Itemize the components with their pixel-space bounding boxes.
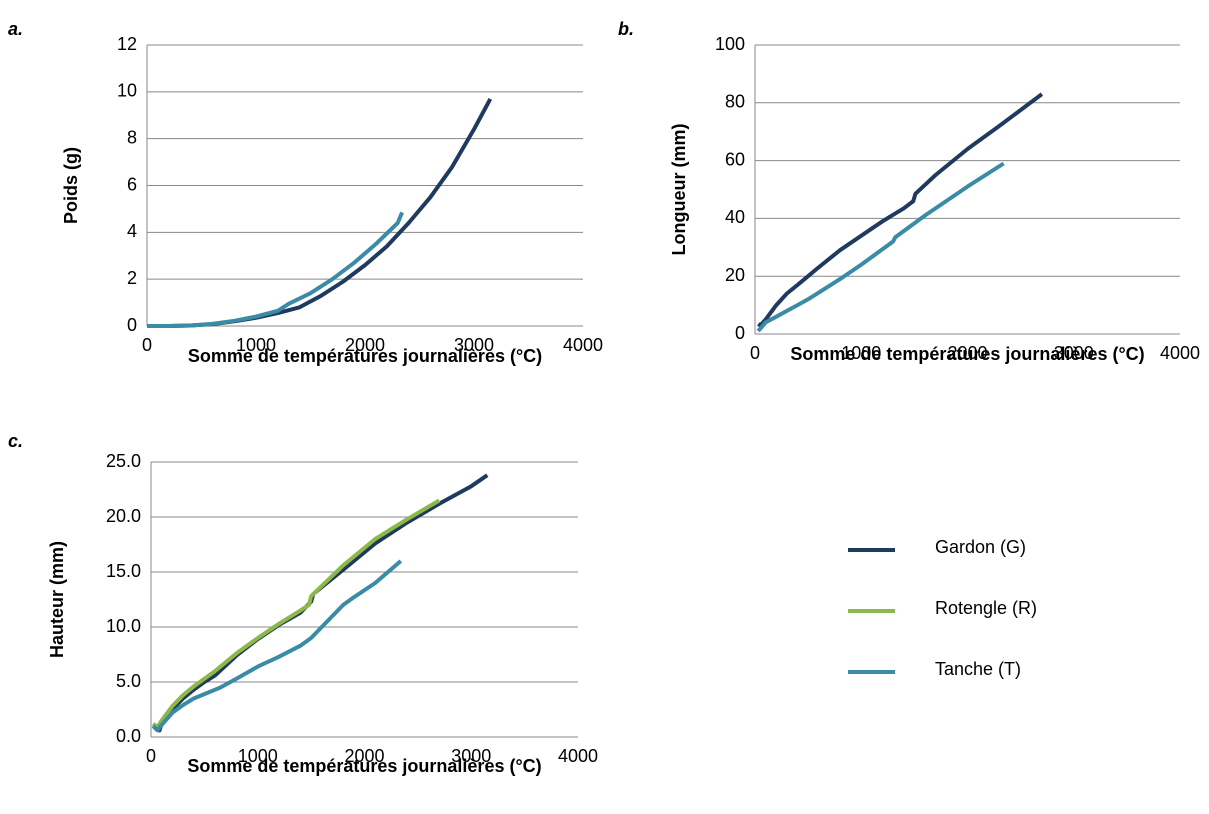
y-tick-label: 15.0 (106, 561, 141, 581)
x-tick-label: 3000 (454, 335, 494, 355)
x-tick-label: 3000 (451, 746, 491, 766)
series-line (757, 92, 1044, 328)
y-tick-label: 0 (127, 315, 137, 335)
y-tick-label: 10 (117, 81, 137, 101)
x-axis-label: Somme de températures journalières (°C) (790, 344, 1145, 364)
y-tick-label: 0 (735, 323, 745, 343)
panel-label: c. (8, 431, 23, 451)
x-tick-label: 0 (146, 746, 156, 766)
x-tick-label: 4000 (1160, 343, 1200, 363)
x-tick-label: 0 (142, 335, 152, 355)
y-tick-label: 5.0 (116, 671, 141, 691)
y-tick-label: 60 (725, 149, 745, 169)
y-tick-label: 0.0 (116, 726, 141, 746)
legend-label: Rotengle (R) (935, 598, 1037, 618)
series-line (151, 473, 489, 733)
x-tick-label: 2000 (947, 343, 987, 363)
y-tick-label: 2 (127, 268, 137, 288)
y-tick-label: 25.0 (106, 451, 141, 471)
legend-label: Tanche (T) (935, 659, 1021, 679)
panel-label: b. (618, 19, 634, 39)
y-axis-label: Longueur (mm) (669, 124, 689, 256)
x-tick-label: 3000 (1054, 343, 1094, 363)
series-line (756, 161, 1005, 333)
x-tick-label: 2000 (344, 746, 384, 766)
x-tick-label: 1000 (236, 335, 276, 355)
legend-label: Gardon (G) (935, 537, 1026, 557)
series-line (147, 211, 404, 328)
y-tick-label: 100 (715, 34, 745, 54)
x-tick-label: 4000 (563, 335, 603, 355)
y-axis-label: Poids (g) (61, 147, 81, 224)
series-line (151, 498, 441, 730)
series-line (151, 559, 403, 733)
y-tick-label: 80 (725, 92, 745, 112)
y-tick-label: 12 (117, 34, 137, 54)
y-tick-label: 10.0 (106, 616, 141, 636)
x-tick-label: 0 (750, 343, 760, 363)
y-tick-label: 6 (127, 174, 137, 194)
y-tick-label: 40 (725, 207, 745, 227)
x-tick-label: 4000 (558, 746, 598, 766)
x-axis-label: Somme de températures journalières (°C) (187, 756, 542, 776)
x-axis-label: Somme de températures journalières (°C) (187, 346, 543, 366)
y-axis-label: Hauteur (mm) (47, 541, 67, 658)
y-tick-label: 4 (127, 221, 137, 241)
x-tick-label: 1000 (841, 343, 881, 363)
x-tick-label: 1000 (238, 746, 278, 766)
panel-label: a. (8, 19, 23, 39)
series-line (147, 97, 493, 328)
y-tick-label: 20.0 (106, 506, 141, 526)
x-tick-label: 2000 (345, 335, 385, 355)
y-tick-label: 20 (725, 265, 745, 285)
y-tick-label: 8 (127, 127, 137, 147)
